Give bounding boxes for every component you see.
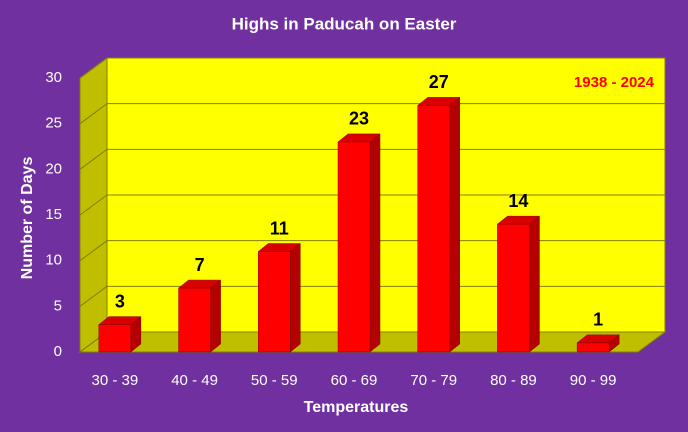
x-tick-label: 30 - 39 bbox=[92, 372, 139, 389]
bar-front bbox=[258, 251, 291, 353]
y-tick-label: 30 bbox=[45, 69, 62, 86]
grid-line bbox=[79, 240, 108, 262]
bar-front bbox=[497, 223, 530, 353]
bar-front bbox=[98, 324, 132, 353]
y-tick-label: 20 bbox=[45, 160, 62, 177]
bar bbox=[337, 133, 381, 353]
data-label: 7 bbox=[195, 255, 205, 275]
bar-side bbox=[369, 133, 381, 353]
bar bbox=[576, 334, 620, 353]
grid-line bbox=[79, 103, 108, 125]
x-tick-label: 70 - 79 bbox=[410, 372, 457, 389]
x-axis-label: Temperatures bbox=[304, 399, 409, 416]
grid-line bbox=[79, 285, 108, 307]
data-label: 11 bbox=[270, 218, 289, 238]
y-axis-label: Number of Days bbox=[19, 157, 36, 280]
bar bbox=[417, 96, 461, 353]
grid-line bbox=[79, 194, 108, 216]
annotation: 1938 - 2024 bbox=[574, 74, 655, 91]
bar-side bbox=[210, 279, 221, 353]
bar-front bbox=[178, 287, 211, 353]
grid-line bbox=[79, 57, 108, 79]
grid-line bbox=[79, 148, 108, 170]
data-label: 27 bbox=[429, 72, 449, 92]
bar-front bbox=[337, 141, 371, 353]
bar-side bbox=[449, 96, 460, 353]
bar bbox=[177, 279, 222, 353]
bar bbox=[98, 316, 142, 353]
y-tick-label: 5 bbox=[54, 297, 62, 314]
x-tick-label: 50 - 59 bbox=[251, 372, 298, 389]
chart-title: Highs in Paducah on Easter bbox=[232, 14, 457, 33]
bar bbox=[257, 243, 301, 353]
bar bbox=[496, 215, 541, 353]
y-tick-label: 15 bbox=[45, 206, 62, 223]
data-label: 14 bbox=[508, 191, 528, 211]
x-tick-label: 80 - 89 bbox=[490, 372, 537, 389]
x-tick-label: 90 - 99 bbox=[570, 372, 617, 389]
data-label: 23 bbox=[349, 109, 369, 129]
x-tick-label: 40 - 49 bbox=[171, 372, 218, 389]
bar-front bbox=[576, 342, 610, 353]
bar-front bbox=[417, 105, 450, 353]
data-label: 3 bbox=[115, 291, 125, 311]
bar-side bbox=[290, 243, 301, 353]
x-tick-label: 60 - 69 bbox=[331, 372, 378, 389]
y-tick-label: 25 bbox=[45, 115, 62, 132]
data-label: 1 bbox=[593, 310, 603, 330]
y-tick-label: 10 bbox=[45, 252, 62, 269]
bar-side bbox=[529, 215, 540, 353]
y-tick-label: 0 bbox=[54, 343, 62, 360]
